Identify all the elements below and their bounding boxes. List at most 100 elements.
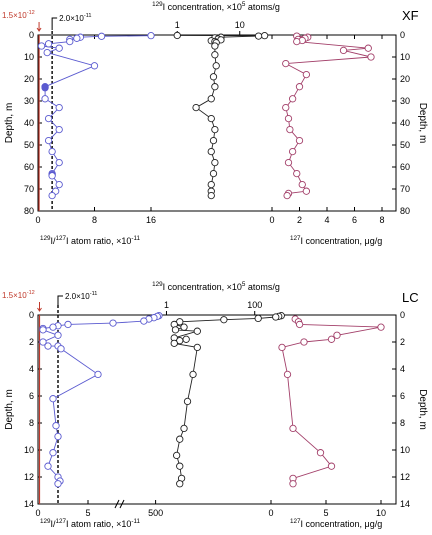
- lc-data-point-ratio: [39, 326, 47, 334]
- xf-y-tick-label-right: 70: [400, 184, 410, 194]
- lc-red-marker-label-part: 1.5×10: [2, 291, 27, 300]
- xf-conc127-axis-label-part: 127: [290, 235, 301, 242]
- xf-data-point-ratio: [55, 180, 63, 189]
- lc-data-point-conc129: [183, 397, 192, 406]
- xf-data-point-ratio: [43, 48, 51, 57]
- lc-black-marker-label-part: -11: [90, 291, 98, 297]
- lc-ratio-tick-label: 500: [148, 508, 163, 518]
- xf-conc127-tick-label: 2: [297, 215, 302, 225]
- lc-top-axis-label: 129I concentration, ×105 atoms/g: [152, 281, 280, 292]
- lc-data-point-ratio: [44, 462, 52, 470]
- xf-y-tick-label-left: 50: [24, 140, 34, 150]
- lc-y-tick-label-right: 12: [400, 472, 410, 482]
- xf-red-marker-label-part: -12: [27, 10, 35, 16]
- xf-data-point-conc127: [367, 53, 375, 61]
- xf-red-marker-label: 1.5×10-12: [2, 10, 35, 20]
- xf-data-point-conc129: [211, 158, 219, 167]
- xf-black-marker-label: 2.0×10-11: [59, 13, 91, 23]
- xf-conc129-tick-label: 1: [175, 20, 180, 30]
- xf-data-point-conc127: [282, 103, 290, 112]
- lc-ratio-tick-label: 0: [35, 508, 40, 518]
- xf-data-point-conc129: [260, 32, 269, 40]
- xf-top-axis-label-part: I concentration, ×10: [163, 2, 242, 12]
- xf-ylabel-right: Depth, m: [417, 103, 428, 144]
- lc-y-tick-label-left: 0: [29, 310, 34, 320]
- xf-data-point-ratio: [97, 32, 106, 40]
- lc-data-point-ratio: [52, 422, 60, 430]
- xf-y-tick-label-right: 30: [400, 96, 410, 106]
- lc-data-point-conc129: [272, 313, 280, 321]
- lc-data-point-conc129: [193, 343, 201, 352]
- xf-y-tick-label-left: 20: [24, 74, 34, 84]
- lc-red-marker-arrow: [37, 302, 42, 312]
- xf-ratio-axis-label: 129I/127I atom ratio, ×10-11: [40, 235, 140, 246]
- lc-y-tick-label-left: 10: [24, 445, 34, 455]
- xf-ratio-axis-label-part: I atom ratio, ×10: [66, 236, 131, 246]
- xf-y-tick-label-left: 60: [24, 162, 34, 172]
- lc-y-tick-label-right: 2: [400, 337, 405, 347]
- xf-y-tick-label-left: 0: [29, 30, 34, 40]
- lc-data-point-conc129: [220, 316, 228, 324]
- xf-top-axis-label-part: 129: [152, 1, 163, 8]
- lc-data-point-ratio: [109, 319, 117, 327]
- lc-ratio-axis-label-part: I atom ratio, ×10: [66, 519, 131, 529]
- lc-y-tick-label-right: 6: [400, 391, 405, 401]
- lc-top-axis-label-part: 129: [152, 281, 163, 288]
- xf-conc127-tick-label: 6: [352, 215, 357, 225]
- xf-data-point-conc129: [212, 62, 220, 70]
- lc-data-point-conc129: [180, 323, 188, 331]
- xf-conc127-tick-label: 8: [379, 215, 384, 225]
- lc-series-line-conc127: [281, 318, 382, 484]
- xf-data-point-conc127: [295, 136, 304, 145]
- xf-data-point-ratio: [44, 40, 53, 48]
- lc-data-point-ratio: [54, 480, 62, 488]
- lc-conc127-tick-label: 5: [323, 508, 328, 518]
- lc-plot-frame: [37, 314, 397, 505]
- lc-data-point-ratio: [49, 449, 57, 457]
- xf-data-point-conc129: [211, 83, 219, 91]
- lc-ratio-axis-label-part: 129: [40, 518, 51, 525]
- lc-red-marker-label-part: -12: [27, 290, 35, 296]
- xf-black-marker-label-part: 2.0×10: [59, 14, 84, 23]
- xf-y-tick-label-right: 0: [400, 30, 405, 40]
- lc-data-point-conc127: [289, 424, 297, 433]
- lc-series-line-ratio: [42, 315, 160, 485]
- lc-panel-label: LC: [402, 290, 419, 305]
- lc-conc127-tick-label: 10: [376, 508, 386, 518]
- xf-data-point-ratio: [55, 158, 63, 167]
- xf-ratio-tick-label: 8: [92, 215, 97, 225]
- xf-black-marker-label-part: -11: [84, 13, 92, 19]
- xf-top-axis-label-part: 5: [242, 1, 246, 8]
- lc-conc127-axis-label: 127I concentration, μg/g: [290, 518, 382, 529]
- xf-data-point-conc129: [207, 147, 215, 156]
- xf-y-tick-label-right: 20: [400, 74, 410, 84]
- lc-ratio-tick-label: 5: [85, 508, 90, 518]
- xf-y-tick-label-right: 50: [400, 140, 410, 150]
- lc-data-point-conc127: [283, 370, 292, 379]
- lc-data-point-ratio: [94, 370, 102, 379]
- lc-data-point-conc129: [189, 370, 197, 379]
- lc-conc127-axis-label-part: 127: [290, 518, 301, 525]
- xf-data-point-conc127: [302, 187, 311, 195]
- lc-y-tick-label-left: 14: [24, 499, 34, 509]
- xf-ratio-tick-label: 0: [35, 215, 40, 225]
- xf-y-tick-label-right: 60: [400, 162, 410, 172]
- lc-y-tick-label-left: 8: [29, 418, 34, 428]
- xf-data-point-conc127: [286, 125, 294, 134]
- lc-y-tick-label-right: 0: [400, 310, 405, 320]
- xf-data-point-ratio: [55, 125, 63, 134]
- lc-y-tick-label-right: 14: [400, 499, 410, 509]
- lc-top-axis-label-part: I concentration, ×10: [163, 282, 242, 292]
- xf-data-point-conc129: [211, 51, 219, 59]
- xf-data-point-conc129: [173, 31, 181, 40]
- lc-y-tick-label-left: 12: [24, 472, 34, 482]
- lc-data-point-ratio: [44, 342, 52, 350]
- xf-data-point-conc129: [207, 114, 215, 123]
- xf-y-tick-label-left: 30: [24, 96, 34, 106]
- lc-data-point-ratio: [49, 395, 57, 403]
- xf-conc127-tick-label: 0: [269, 215, 274, 225]
- lc-y-tick-label-left: 4: [29, 364, 34, 374]
- xf-data-point-conc127: [288, 147, 297, 156]
- xf-data-point-conc129: [209, 73, 218, 81]
- xf-series-line-ratio: [41, 35, 152, 196]
